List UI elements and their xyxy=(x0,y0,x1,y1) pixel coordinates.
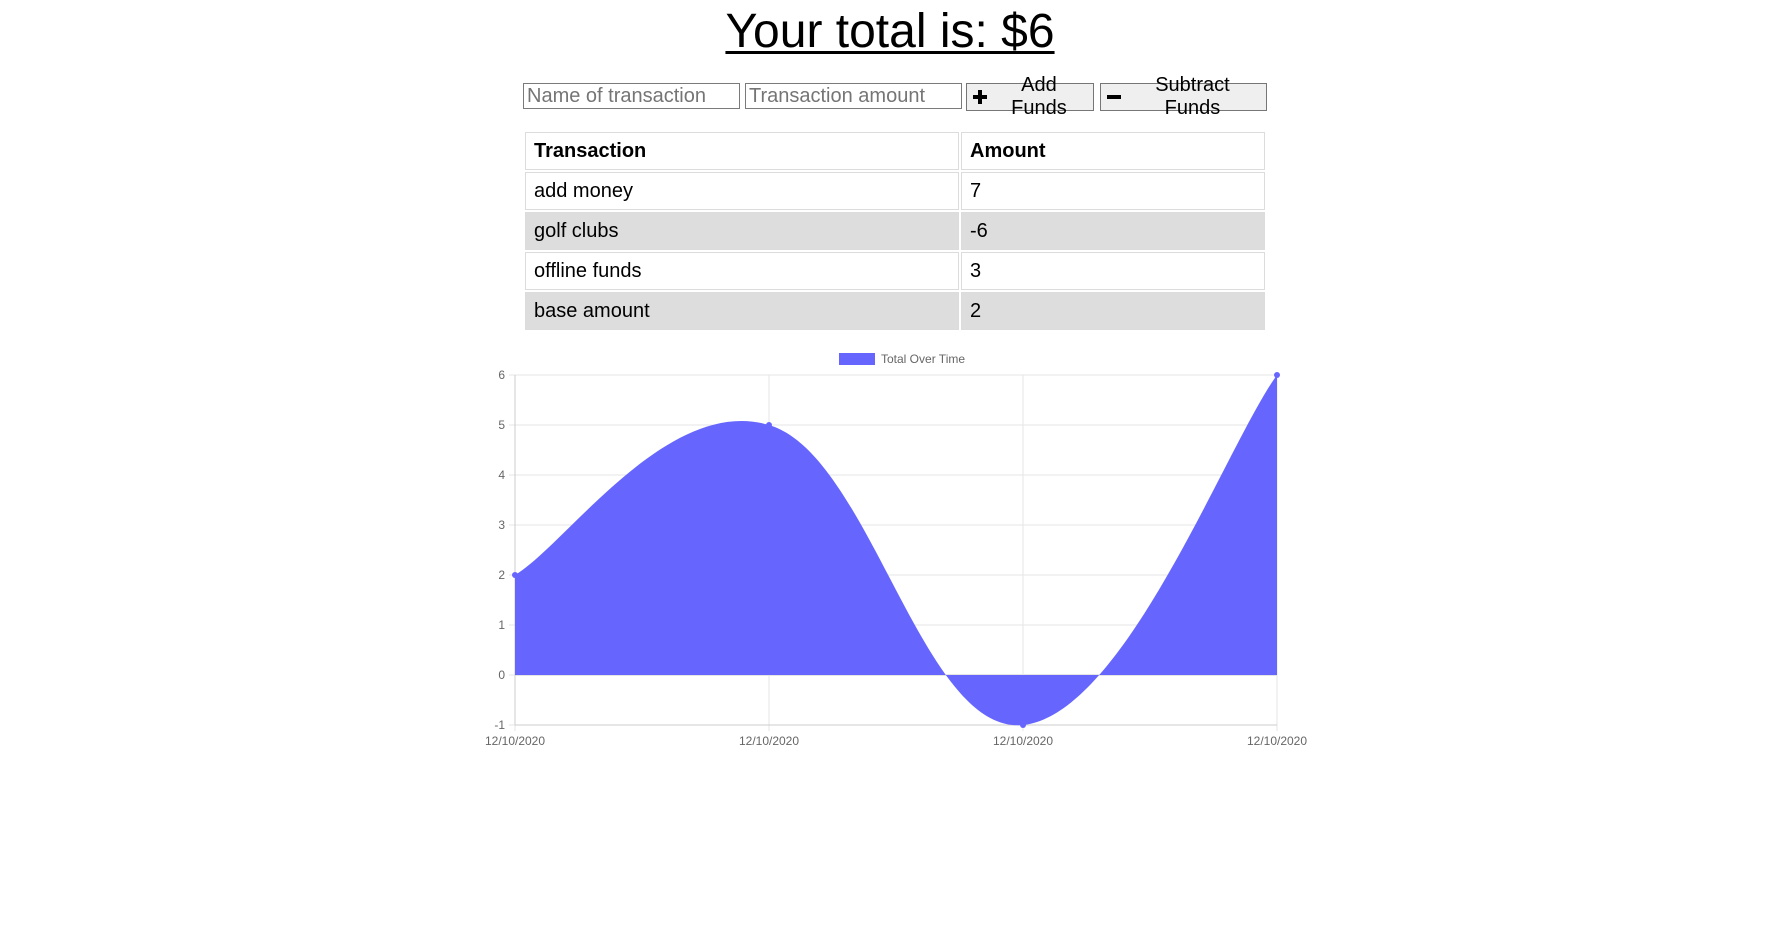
data-point xyxy=(512,572,518,578)
total-heading: Your total is: $6 xyxy=(0,2,1780,62)
subtract-funds-button[interactable]: Subtract Funds xyxy=(1100,74,1267,119)
x-tick-label: 12/10/2020 xyxy=(485,734,545,748)
y-tick-label: 5 xyxy=(498,418,505,432)
x-tick-label: 12/10/2020 xyxy=(993,734,1053,748)
table-row: offline funds 3 xyxy=(525,252,1265,290)
data-point xyxy=(1020,722,1026,728)
series-area xyxy=(515,375,1277,726)
add-funds-label: Add Funds xyxy=(1011,74,1067,119)
x-tick-label: 12/10/2020 xyxy=(1247,734,1307,748)
table-row: golf clubs -6 xyxy=(525,212,1265,250)
data-point xyxy=(766,422,772,428)
table-row: base amount 2 xyxy=(525,292,1265,330)
table-row: add money 7 xyxy=(525,172,1265,210)
total-over-time-chart: -1 0 1 2 3 4 5 6 12/10/2020 12/10/2020 12/10/2020 1… xyxy=(485,352,1307,748)
chart-legend: Total Over Time xyxy=(839,352,965,366)
transaction-amount-input[interactable] xyxy=(745,83,962,109)
total-label: Your total is: $6 xyxy=(725,5,1055,58)
x-tick-label: 12/10/2020 xyxy=(739,734,799,748)
header-amount: Amount xyxy=(961,132,1265,170)
transaction-amount-cell: 7 xyxy=(961,172,1265,210)
transaction-name-input[interactable] xyxy=(523,83,740,109)
y-tick-label: -1 xyxy=(494,718,505,732)
y-tick-label: 4 xyxy=(498,468,505,482)
data-point xyxy=(1274,372,1280,378)
transaction-name-cell: offline funds xyxy=(525,252,959,290)
minus-icon xyxy=(1107,90,1121,104)
legend-label: Total Over Time xyxy=(881,352,965,366)
y-tick-label: 6 xyxy=(498,368,505,382)
add-funds-button[interactable]: Add Funds xyxy=(966,74,1094,119)
plus-icon xyxy=(973,90,987,104)
y-tick-label: 2 xyxy=(498,568,505,582)
header-transaction: Transaction xyxy=(525,132,959,170)
transaction-amount-cell: 3 xyxy=(961,252,1265,290)
transaction-amount-cell: 2 xyxy=(961,292,1265,330)
table-header-row: Transaction Amount xyxy=(525,132,1265,170)
y-tick-label: 3 xyxy=(498,518,505,532)
legend-swatch xyxy=(839,353,875,365)
y-tick-label: 0 xyxy=(498,668,505,682)
transaction-name-cell: base amount xyxy=(525,292,959,330)
y-tick-label: 1 xyxy=(498,618,505,632)
transaction-amount-cell: -6 xyxy=(961,212,1265,250)
subtract-funds-label: Subtract Funds xyxy=(1155,74,1230,119)
transactions-table: Transaction Amount add money 7 golf club… xyxy=(523,130,1267,332)
transaction-name-cell: add money xyxy=(525,172,959,210)
transaction-name-cell: golf clubs xyxy=(525,212,959,250)
